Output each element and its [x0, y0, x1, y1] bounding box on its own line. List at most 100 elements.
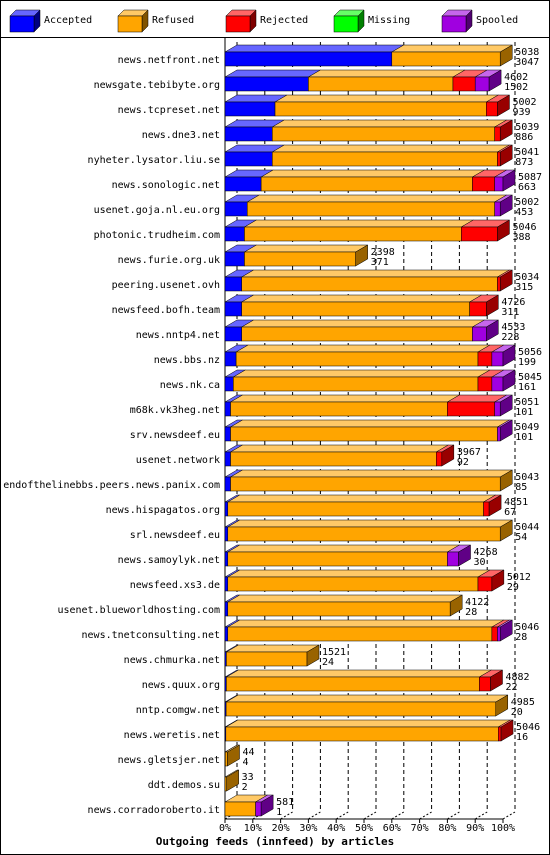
- y-tick-label: news.netfront.net: [118, 55, 220, 66]
- bar-segment: [229, 394, 461, 417]
- offered-label: 5044: [515, 522, 539, 533]
- y-tick-label: news.gletsjer.net: [118, 755, 220, 766]
- y-tick-label: photonic.trudheim.com: [94, 230, 220, 241]
- bar-front: [474, 76, 490, 92]
- x-tick-label: 100%: [491, 823, 515, 834]
- offered-label: 4533: [501, 322, 525, 333]
- bar-front: [224, 376, 234, 392]
- bar-top: [226, 594, 464, 603]
- bar-front: [224, 451, 231, 467]
- offered-label: 5046: [515, 622, 539, 633]
- bar-segment: [246, 194, 508, 217]
- legend-front: [117, 15, 143, 33]
- bar-side: [458, 544, 471, 567]
- bar-segment: [307, 69, 466, 92]
- y-tick-label: nntp.comgw.net: [136, 705, 220, 716]
- offered-label: 5087: [518, 172, 542, 183]
- bar-front: [241, 276, 498, 292]
- bar-front: [227, 626, 493, 642]
- accepted-label: 28: [465, 607, 477, 618]
- bar-segment: [452, 69, 489, 92]
- bar-front: [224, 626, 229, 642]
- bar-side: [500, 719, 514, 742]
- bar-front: [472, 326, 487, 342]
- bar-front: [491, 351, 504, 367]
- bar-side: [497, 94, 510, 117]
- bar-segment: [229, 419, 511, 442]
- y-tick-label: nyheter.lysator.liu.se: [88, 155, 220, 166]
- x-tick-label: 30%: [299, 823, 317, 834]
- bar-front: [272, 151, 498, 167]
- bar-side: [226, 769, 239, 792]
- bar-segment: [271, 144, 511, 167]
- offered-label: 5045: [518, 372, 542, 383]
- legend-front: [333, 15, 359, 33]
- accepted-label: 939: [512, 107, 530, 118]
- x-tick-label: 40%: [327, 823, 345, 834]
- bar-front: [233, 376, 479, 392]
- bar-front: [244, 226, 462, 242]
- y-tick-label: newsfeed.xs3.de: [130, 580, 220, 591]
- bar-side: [499, 419, 513, 442]
- bar-front: [497, 276, 501, 292]
- bar-segment: [224, 144, 286, 167]
- x-tick-label: 60%: [383, 823, 401, 834]
- bar-front: [255, 801, 262, 817]
- bar-front: [224, 801, 256, 817]
- offered-label: 4726: [501, 297, 525, 308]
- bar-front: [483, 501, 490, 517]
- bar-segment: [224, 94, 288, 117]
- x-tick-label: 0%: [219, 823, 231, 834]
- bar-segment: [224, 169, 275, 192]
- bar-front: [224, 476, 231, 492]
- y-tick-label: news.sonologic.net: [112, 180, 220, 191]
- bar-segment: [260, 169, 486, 192]
- bar-side: [449, 594, 463, 617]
- y-tick-label: news.nk.ca: [160, 380, 220, 391]
- bar-top: [229, 394, 461, 403]
- bar-segment: [232, 369, 491, 392]
- offered-label: 5041: [515, 147, 539, 158]
- bar-front: [230, 426, 498, 442]
- bar-front: [226, 676, 480, 692]
- bar-segment: [240, 319, 486, 342]
- y-tick-label: srv.newsdeef.eu: [130, 430, 220, 441]
- y-tick-label: news.hispagatos.org: [106, 505, 220, 516]
- bar-front: [477, 351, 493, 367]
- legend-front: [9, 15, 35, 33]
- bar-top: [390, 44, 514, 53]
- accepted-label: 92: [457, 457, 469, 468]
- bar-top: [226, 519, 514, 528]
- bar-front: [274, 101, 487, 117]
- offered-label: 4882: [505, 672, 529, 683]
- accepted-label: 29: [507, 582, 519, 593]
- bar-top: [307, 69, 466, 78]
- bar-top: [224, 69, 322, 78]
- accepted-label: 67: [504, 507, 516, 518]
- offered-label: 4851: [504, 497, 528, 508]
- bar-top: [246, 194, 508, 203]
- offered-label: 4985: [511, 697, 535, 708]
- offered-label: 5049: [515, 422, 539, 433]
- legend-swatch: [225, 9, 257, 33]
- offered-label: 2398: [371, 247, 395, 258]
- bar-front: [244, 251, 356, 267]
- bar-side: [499, 44, 513, 67]
- bar-front: [224, 126, 273, 142]
- bar-front: [497, 626, 501, 642]
- bar-front: [225, 726, 499, 742]
- bar-front: [225, 701, 497, 717]
- bar-top: [240, 294, 483, 303]
- bar-segment: [225, 669, 493, 692]
- accepted-label: 3047: [515, 57, 539, 68]
- x-tick-label: 70%: [411, 823, 429, 834]
- legend-front: [225, 15, 251, 33]
- offered-label: 5012: [507, 572, 531, 583]
- bar-front: [497, 151, 501, 167]
- bar-segment: [224, 269, 255, 292]
- bar-top: [229, 444, 450, 453]
- bar-top: [232, 369, 491, 378]
- bar-side: [499, 119, 513, 142]
- accepted-label: 371: [371, 257, 389, 268]
- bar-side: [502, 169, 516, 192]
